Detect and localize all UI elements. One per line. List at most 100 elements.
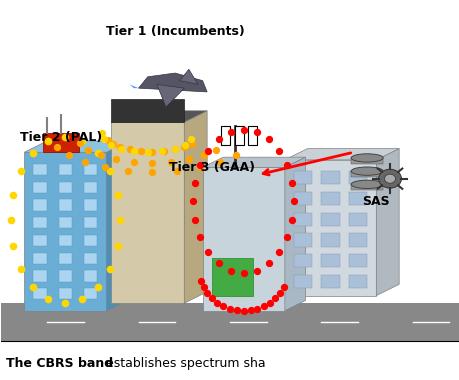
Point (109, 141, 116, 147)
Polygon shape (106, 141, 129, 311)
Point (246, 307, 254, 313)
Point (29, 150, 37, 156)
Polygon shape (111, 122, 184, 303)
Text: Tier 1 (Incumbents): Tier 1 (Incumbents) (106, 25, 244, 38)
Point (126, 146, 133, 152)
Point (81, 159, 88, 165)
Point (54, 144, 61, 150)
Point (98, 130, 106, 136)
Polygon shape (84, 235, 97, 246)
Point (226, 306, 233, 312)
Point (45, 138, 52, 144)
Point (212, 147, 219, 153)
Point (104, 136, 111, 142)
Polygon shape (321, 254, 339, 268)
Point (106, 168, 113, 174)
Polygon shape (84, 288, 97, 299)
Polygon shape (157, 84, 184, 107)
Polygon shape (42, 133, 79, 152)
Point (173, 168, 180, 174)
Point (196, 234, 203, 240)
Point (62, 300, 69, 306)
Point (106, 266, 113, 272)
Point (233, 307, 240, 313)
Polygon shape (348, 233, 366, 247)
Point (180, 144, 187, 150)
Point (240, 270, 247, 276)
Point (167, 159, 174, 165)
Polygon shape (34, 217, 47, 228)
Point (227, 268, 234, 274)
Polygon shape (350, 171, 382, 177)
Polygon shape (293, 213, 312, 226)
Point (191, 180, 198, 186)
Point (114, 243, 121, 249)
Polygon shape (284, 157, 305, 311)
Point (219, 303, 227, 309)
Point (187, 136, 195, 142)
Point (62, 134, 69, 140)
Point (196, 162, 203, 168)
Polygon shape (220, 126, 230, 145)
Text: Tier 2 (PAL): Tier 2 (PAL) (20, 131, 102, 144)
Point (253, 306, 261, 312)
Point (148, 160, 156, 166)
Point (148, 149, 156, 155)
Point (191, 217, 198, 223)
Point (185, 156, 192, 162)
Point (264, 136, 272, 142)
Polygon shape (350, 184, 382, 190)
Polygon shape (348, 254, 366, 268)
Polygon shape (348, 192, 366, 205)
Point (196, 164, 203, 170)
Polygon shape (348, 213, 366, 226)
Point (101, 164, 108, 170)
Polygon shape (293, 233, 312, 247)
Point (275, 147, 282, 154)
Point (276, 290, 283, 296)
Polygon shape (129, 84, 138, 88)
Point (129, 148, 137, 154)
Point (288, 217, 295, 223)
Polygon shape (84, 182, 97, 193)
Polygon shape (58, 217, 72, 228)
Point (181, 141, 188, 147)
Polygon shape (248, 126, 257, 145)
Polygon shape (321, 275, 339, 288)
Point (208, 295, 215, 301)
Point (116, 217, 123, 223)
Point (94, 150, 101, 156)
Point (94, 284, 101, 290)
Text: SAS: SAS (362, 195, 389, 208)
Point (97, 152, 104, 158)
Point (204, 147, 212, 154)
Polygon shape (350, 158, 382, 164)
Point (107, 141, 114, 147)
Polygon shape (58, 182, 72, 193)
Point (129, 159, 137, 165)
Point (200, 152, 207, 158)
Polygon shape (58, 164, 72, 175)
Point (29, 284, 37, 290)
Point (84, 147, 92, 153)
Text: establishes spectrum sha: establishes spectrum sha (102, 357, 265, 370)
Polygon shape (24, 152, 106, 311)
Point (101, 136, 108, 142)
Point (7, 217, 14, 223)
Point (124, 168, 131, 174)
Polygon shape (84, 253, 97, 264)
Polygon shape (375, 149, 398, 296)
Point (148, 169, 156, 175)
Ellipse shape (350, 154, 382, 162)
Point (17, 168, 25, 174)
Point (78, 296, 86, 302)
Polygon shape (1, 303, 458, 341)
Polygon shape (34, 200, 47, 211)
Polygon shape (111, 100, 184, 122)
Text: Tier 3 (GAA): Tier 3 (GAA) (168, 161, 254, 174)
Polygon shape (184, 111, 207, 303)
Polygon shape (84, 217, 97, 228)
Point (264, 260, 272, 266)
Point (203, 290, 211, 296)
Polygon shape (34, 235, 47, 246)
